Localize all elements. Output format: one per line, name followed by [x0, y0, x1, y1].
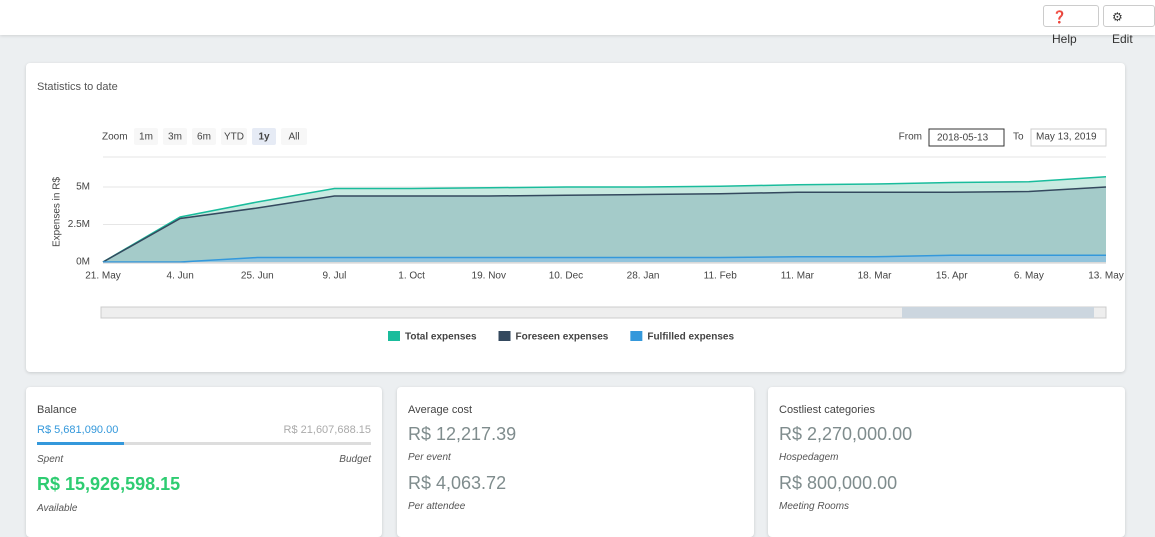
progress-bar [37, 442, 124, 445]
x-tick-label: 10. Dec [549, 271, 583, 282]
x-tick-label: 13. May [1088, 271, 1124, 282]
card-caption: Per attendee [408, 501, 466, 512]
card-value: R$ 800,000.00 [779, 473, 898, 493]
x-tick-label: 6. May [1014, 271, 1044, 282]
panel-title: Statistics to date [37, 81, 118, 93]
zoom-label: Zoom [102, 132, 128, 143]
zoom-button[interactable]: All [281, 128, 307, 145]
series-line [103, 254, 1106, 263]
card-value: R$ 4,063.72 [408, 473, 507, 493]
x-tick-label: 11. Mar [781, 271, 815, 282]
from-input[interactable] [928, 128, 1005, 147]
chart: Zoom 1m 3m 6m YTD 1y All From 2018-05-13 To May 13… [52, 128, 1124, 343]
y-tick-label: 2.5M [68, 219, 90, 230]
zoom-button-bg [252, 128, 276, 145]
to-value: May 13, 2019 [1036, 132, 1097, 143]
spent-value: R$ 5,681,090.00 [37, 424, 119, 436]
zoom-button[interactable]: 1m [134, 128, 158, 145]
zoom-button-bg [221, 128, 247, 145]
caption: Spent [37, 454, 64, 465]
legend-label: Fulfilled expenses [647, 332, 734, 343]
x-tick-label: 28. Jan [627, 271, 660, 282]
from-value: 2018-05-13 [937, 133, 989, 144]
card-value: R$ 12,217.39 [408, 424, 517, 444]
progress-track [37, 442, 371, 445]
x-tick-label: 25. Jun [241, 271, 274, 282]
zoom-option: All [288, 132, 299, 143]
card-caption: Per event [408, 452, 451, 463]
zoom-option: 3m [168, 132, 182, 143]
card-title: Balance [37, 404, 77, 416]
to-label: To [1013, 132, 1024, 143]
card-title: Costliest categories [779, 404, 875, 416]
button-label: Help [1052, 32, 1077, 46]
from-label: From [899, 132, 922, 143]
scroll-track [100, 306, 1107, 319]
balance-card: Balance R$ 5,681,090.00 R$ 21,607,688.15… [26, 387, 382, 537]
zoom-button-bg [192, 128, 216, 145]
zoom-button[interactable]: 3m [163, 128, 187, 145]
x-tick-label: 21. May [85, 271, 121, 282]
available-value: R$ 15,926,598.15 [37, 474, 181, 494]
zoom-button[interactable]: 6m [192, 128, 216, 145]
card-caption: Hospedagem [779, 452, 839, 463]
legend-label: Foreseen expenses [516, 332, 609, 343]
card-title: Average cost [408, 404, 473, 416]
edit-button[interactable]: ⚙ Edit [1103, 5, 1155, 46]
to-input[interactable] [1030, 128, 1107, 147]
zoom-button-bg [281, 128, 307, 145]
x-tick-label: 1. Oct [398, 271, 425, 282]
area-fill [103, 187, 1106, 262]
zoom-button-bg [163, 128, 187, 145]
y-tick-label: 0M [76, 257, 90, 268]
series-line [102, 186, 1107, 263]
x-tick-label: 15. Apr [936, 271, 968, 282]
zoom-option: 6m [197, 132, 211, 143]
top-bar: ❓ Help ⚙ Edit [0, 0, 1155, 46]
x-tick-label: 4. Jun [167, 271, 194, 282]
legend-swatch [498, 331, 511, 341]
zoom-button[interactable]: 1y [252, 128, 276, 145]
x-tick-label: 19. Nov [472, 271, 506, 282]
card-caption: Meeting Rooms [779, 501, 850, 512]
stat-card: Costliest categories R$ 2,270,000.00 Hospe… [768, 387, 1125, 537]
zoom-button[interactable]: YTD [221, 128, 247, 145]
x-tick-label: 9. Jul [323, 271, 347, 282]
zoom-button-bg [134, 128, 158, 145]
help-button[interactable]: ❓ Help [1043, 5, 1099, 46]
zoom-option: 1m [139, 132, 153, 143]
zoom-option: 1y [258, 132, 270, 143]
scroll-thumb[interactable] [902, 307, 1094, 318]
y-axis-label: Expenses in R$ [52, 177, 63, 247]
zoom-option: YTD [224, 132, 244, 143]
legend-label: Total expenses [405, 332, 477, 343]
budget-value: R$ 21,607,688.15 [283, 424, 371, 436]
stat-card: Average cost R$ 12,217.39 Per event R$ 4,06… [397, 387, 754, 537]
caption: Budget [339, 454, 371, 465]
series-line [102, 176, 1107, 263]
x-tick-label: 11. Feb [704, 271, 738, 282]
caption: Available [37, 503, 78, 514]
legend-swatch [630, 331, 643, 341]
card-value: R$ 2,270,000.00 [779, 424, 913, 444]
y-tick-label: 5M [76, 182, 90, 193]
button-label: Edit [1112, 32, 1133, 46]
legend-swatch [388, 331, 400, 341]
x-tick-label: 18. Mar [858, 271, 893, 282]
